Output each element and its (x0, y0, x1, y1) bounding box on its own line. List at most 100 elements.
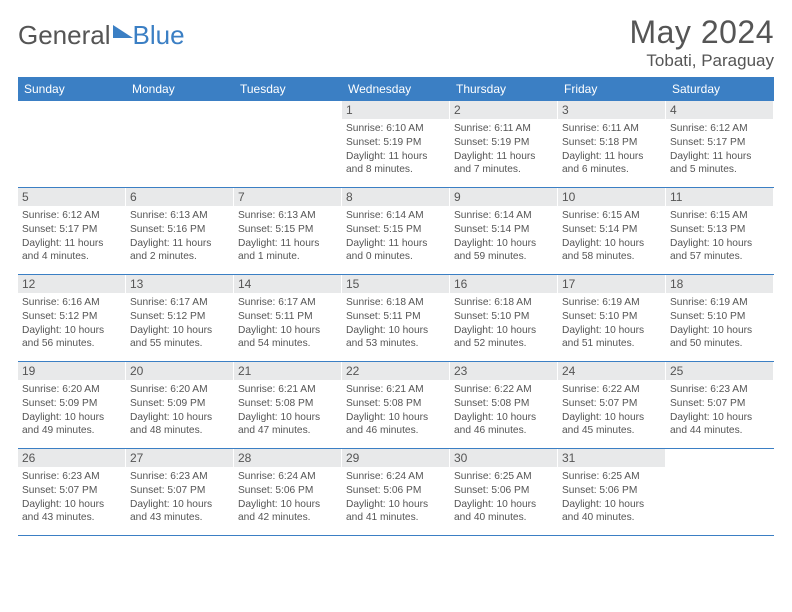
day-number: 10 (558, 188, 665, 206)
day-number: 25 (666, 362, 773, 380)
day-info: Sunrise: 6:25 AMSunset: 5:06 PMDaylight:… (454, 470, 553, 525)
day-info: Sunrise: 6:13 AMSunset: 5:16 PMDaylight:… (130, 209, 229, 264)
day-info: Sunrise: 6:19 AMSunset: 5:10 PMDaylight:… (562, 296, 661, 351)
day-info: Sunrise: 6:17 AMSunset: 5:11 PMDaylight:… (238, 296, 337, 351)
day-number: 17 (558, 275, 665, 293)
weekday-label: Monday (126, 77, 234, 101)
day-cell: 17 Sunrise: 6:19 AMSunset: 5:10 PMDayligh… (558, 275, 666, 361)
day-cell: 20 Sunrise: 6:20 AMSunset: 5:09 PMDayligh… (126, 362, 234, 448)
day-cell: 27 Sunrise: 6:23 AMSunset: 5:07 PMDayligh… (126, 449, 234, 535)
day-info: Sunrise: 6:20 AMSunset: 5:09 PMDaylight:… (22, 383, 121, 438)
day-cell: 24Sunrise: 6:22 AMSunset: 5:07 PMDayligh… (558, 362, 666, 448)
day-info: Sunrise: 6:21 AMSunset: 5:08 PMDaylight:… (346, 383, 445, 438)
day-number: 19 (18, 362, 125, 380)
day-cell: 28 Sunrise: 6:24 AMSunset: 5:06 PMDayligh… (234, 449, 342, 535)
day-number: 2 (450, 101, 557, 119)
day-cell: 5Sunrise: 6:12 AMSunset: 5:17 PMDaylight… (18, 188, 126, 274)
day-number: 30 (450, 449, 557, 467)
day-info: Sunrise: 6:15 AMSunset: 5:13 PMDaylight:… (670, 209, 769, 264)
day-info: Sunrise: 6:25 AMSunset: 5:06 PMDaylight:… (562, 470, 661, 525)
week-row: ···1Sunrise: 6:10 AMSunset: 5:19 PMDayli… (18, 101, 774, 188)
day-info: Sunrise: 6:22 AMSunset: 5:08 PMDaylight:… (454, 383, 553, 438)
day-info: Sunrise: 6:23 AMSunset: 5:07 PMDaylight:… (670, 383, 769, 438)
day-info: Sunrise: 6:11 AMSunset: 5:19 PMDaylight:… (454, 122, 553, 177)
day-number: 14 (234, 275, 341, 293)
day-cell: 16 Sunrise: 6:18 AMSunset: 5:10 PMDayligh… (450, 275, 558, 361)
day-number: 16 (450, 275, 557, 293)
brand-triangle-icon (113, 25, 133, 38)
day-number: 20 (126, 362, 233, 380)
day-info: Sunrise: 6:14 AMSunset: 5:14 PMDaylight:… (454, 209, 553, 264)
day-cell: 1Sunrise: 6:10 AMSunset: 5:19 PMDaylight… (342, 101, 450, 187)
location-label: Tobati, Paraguay (629, 51, 774, 71)
weekday-label: Sunday (18, 77, 126, 101)
day-info: Sunrise: 6:19 AMSunset: 5:10 PMDaylight:… (670, 296, 769, 351)
day-number: 27 (126, 449, 233, 467)
day-number: 15 (342, 275, 449, 293)
day-cell: 25 Sunrise: 6:23 AMSunset: 5:07 PMDayligh… (666, 362, 774, 448)
day-number: 11 (666, 188, 773, 206)
day-cell: 30 Sunrise: 6:25 AMSunset: 5:06 PMDayligh… (450, 449, 558, 535)
weekday-label: Friday (558, 77, 666, 101)
day-cell: · (18, 101, 126, 187)
day-info: Sunrise: 6:18 AMSunset: 5:11 PMDaylight:… (346, 296, 445, 351)
day-number: 22 (342, 362, 449, 380)
day-cell: · (666, 449, 774, 535)
day-cell: · (126, 101, 234, 187)
day-cell: 26 Sunrise: 6:23 AMSunset: 5:07 PMDayligh… (18, 449, 126, 535)
day-info: Sunrise: 6:24 AMSunset: 5:06 PMDaylight:… (346, 470, 445, 525)
weekday-label: Tuesday (234, 77, 342, 101)
day-info: Sunrise: 6:15 AMSunset: 5:14 PMDaylight:… (562, 209, 661, 264)
day-cell: 15 Sunrise: 6:18 AMSunset: 5:11 PMDayligh… (342, 275, 450, 361)
day-cell: 2 Sunrise: 6:11 AMSunset: 5:19 PMDaylight… (450, 101, 558, 187)
day-number: 1 (342, 101, 449, 119)
day-info: Sunrise: 6:11 AMSunset: 5:18 PMDaylight:… (562, 122, 661, 177)
day-info: Sunrise: 6:18 AMSunset: 5:10 PMDaylight:… (454, 296, 553, 351)
day-info: Sunrise: 6:16 AMSunset: 5:12 PMDaylight:… (22, 296, 121, 351)
week-row: 5Sunrise: 6:12 AMSunset: 5:17 PMDaylight… (18, 188, 774, 275)
weekday-label: Wednesday (342, 77, 450, 101)
week-row: 26 Sunrise: 6:23 AMSunset: 5:07 PMDayligh… (18, 449, 774, 536)
day-info: Sunrise: 6:23 AMSunset: 5:07 PMDaylight:… (22, 470, 121, 525)
day-cell: 8Sunrise: 6:14 AMSunset: 5:15 PMDaylight… (342, 188, 450, 274)
day-cell: 11 Sunrise: 6:15 AMSunset: 5:13 PMDayligh… (666, 188, 774, 274)
day-cell: 13Sunrise: 6:17 AMSunset: 5:12 PMDayligh… (126, 275, 234, 361)
day-cell: 23 Sunrise: 6:22 AMSunset: 5:08 PMDayligh… (450, 362, 558, 448)
day-cell: 29 Sunrise: 6:24 AMSunset: 5:06 PMDayligh… (342, 449, 450, 535)
header: General Blue May 2024 Tobati, Paraguay (18, 14, 774, 71)
day-number: 28 (234, 449, 341, 467)
day-info: Sunrise: 6:13 AMSunset: 5:15 PMDaylight:… (238, 209, 337, 264)
day-number: 6 (126, 188, 233, 206)
day-cell: · (234, 101, 342, 187)
month-title: May 2024 (629, 14, 774, 51)
day-info: Sunrise: 6:23 AMSunset: 5:07 PMDaylight:… (130, 470, 229, 525)
week-row: 19 Sunrise: 6:20 AMSunset: 5:09 PMDayligh… (18, 362, 774, 449)
day-info: Sunrise: 6:12 AMSunset: 5:17 PMDaylight:… (670, 122, 769, 177)
title-block: May 2024 Tobati, Paraguay (629, 14, 774, 71)
day-cell: 21Sunrise: 6:21 AMSunset: 5:08 PMDayligh… (234, 362, 342, 448)
day-cell: 7 Sunrise: 6:13 AMSunset: 5:15 PMDaylight… (234, 188, 342, 274)
day-cell: 19 Sunrise: 6:20 AMSunset: 5:09 PMDayligh… (18, 362, 126, 448)
day-number: 29 (342, 449, 449, 467)
brand-logo: General Blue (18, 20, 185, 51)
day-number: 8 (342, 188, 449, 206)
day-cell: 12 Sunrise: 6:16 AMSunset: 5:12 PMDayligh… (18, 275, 126, 361)
weekday-label: Thursday (450, 77, 558, 101)
day-cell: 31Sunrise: 6:25 AMSunset: 5:06 PMDayligh… (558, 449, 666, 535)
calendar: SundayMondayTuesdayWednesdayThursdayFrid… (18, 77, 774, 536)
day-number: 7 (234, 188, 341, 206)
day-number: 12 (18, 275, 125, 293)
day-cell: 6 Sunrise: 6:13 AMSunset: 5:16 PMDaylight… (126, 188, 234, 274)
day-cell: 4 Sunrise: 6:12 AMSunset: 5:17 PMDaylight… (666, 101, 774, 187)
day-info: Sunrise: 6:20 AMSunset: 5:09 PMDaylight:… (130, 383, 229, 438)
weekday-label: Saturday (666, 77, 774, 101)
day-cell: 9 Sunrise: 6:14 AMSunset: 5:14 PMDaylight… (450, 188, 558, 274)
day-number: 9 (450, 188, 557, 206)
day-info: Sunrise: 6:24 AMSunset: 5:06 PMDaylight:… (238, 470, 337, 525)
day-info: Sunrise: 6:17 AMSunset: 5:12 PMDaylight:… (130, 296, 229, 351)
day-number: 26 (18, 449, 125, 467)
day-info: Sunrise: 6:12 AMSunset: 5:17 PMDaylight:… (22, 209, 121, 264)
day-number: 4 (666, 101, 773, 119)
day-cell: 3Sunrise: 6:11 AMSunset: 5:18 PMDaylight… (558, 101, 666, 187)
day-number: 23 (450, 362, 557, 380)
